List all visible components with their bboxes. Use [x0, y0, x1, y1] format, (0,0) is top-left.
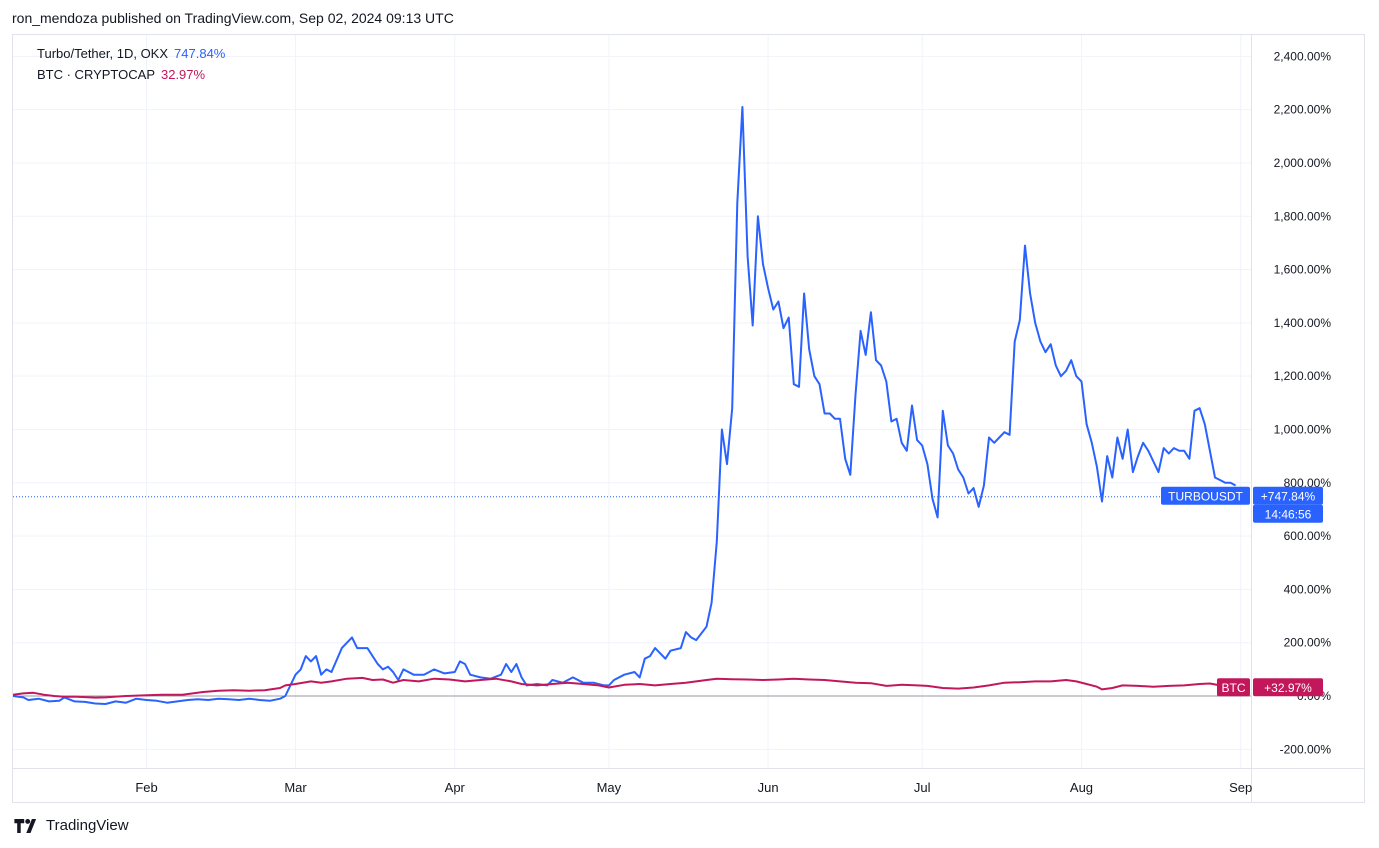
- btc-symbol-tag: BTC: [1222, 681, 1246, 695]
- x-tick-label: Aug: [1070, 780, 1093, 795]
- x-tick-label: Jun: [758, 780, 779, 795]
- legend-turbo[interactable]: Turbo/Tether, 1D, OKX 747.84%: [37, 46, 225, 61]
- legend-turbo-title: Turbo/Tether, 1D, OKX: [37, 46, 169, 61]
- turbo-countdown-tag: 14:46:56: [1265, 508, 1312, 522]
- chart-frame[interactable]: 2,400.00% 2,200.00% 2,000.00% 1,800.00% 1,60…: [12, 34, 1365, 803]
- y-tick-label: 1,400.00%: [1274, 316, 1332, 330]
- y-tick-label: 1,800.00%: [1274, 209, 1332, 223]
- btc-series-line: [13, 676, 1246, 699]
- y-tick-label: 800.00%: [1284, 476, 1332, 490]
- brand-footer[interactable]: TradingView: [14, 817, 129, 834]
- btc-value-tag-bg: [1253, 678, 1323, 697]
- x-tick-label: Apr: [445, 780, 466, 795]
- legend-btc[interactable]: BTC · CRYPTOCAP 32.97%: [37, 67, 205, 82]
- y-tick-label: 2,200.00%: [1274, 103, 1332, 117]
- turbo-value-tag-bg: [1253, 486, 1323, 505]
- y-tick-label: 1,200.00%: [1274, 369, 1332, 383]
- y-tick-label: -200.00%: [1280, 742, 1332, 756]
- turbo-countdown-tag-bg: [1253, 504, 1323, 523]
- legend-btc-title: BTC · CRYPTOCAP: [37, 67, 155, 82]
- btc-symbol-tag-bg: [1217, 678, 1250, 697]
- price-chart[interactable]: 2,400.00% 2,200.00% 2,000.00% 1,800.00% 1,60…: [13, 35, 1364, 802]
- legend-btc-value: 32.97%: [160, 67, 206, 82]
- y-tick-label: 200.00%: [1284, 636, 1332, 650]
- y-tick-label: 1,600.00%: [1274, 263, 1332, 277]
- turbo-series-line: [13, 106, 1237, 705]
- btc-value-tag: +32.97%: [1264, 681, 1312, 695]
- turbo-symbol-tag: TURBOUSDT: [1168, 490, 1243, 504]
- tradingview-logo-icon: [14, 818, 37, 833]
- legend-turbo-value: 747.84%: [174, 46, 226, 61]
- y-tick-label: 400.00%: [1284, 582, 1332, 596]
- x-tick-label: May: [597, 780, 622, 795]
- turbo-symbol-tag-bg: [1161, 486, 1250, 505]
- y-tick-label: 600.00%: [1284, 529, 1332, 543]
- y-tick-label: 1,000.00%: [1274, 422, 1332, 436]
- publish-caption: ron_mendoza published on TradingView.com…: [12, 10, 454, 26]
- y-tick-label: 2,000.00%: [1274, 156, 1332, 170]
- x-tick-label: Sep: [1229, 780, 1252, 795]
- x-tick-label: Feb: [135, 780, 157, 795]
- turbo-value-tag: +747.84%: [1261, 490, 1316, 504]
- x-tick-label: Mar: [284, 780, 307, 795]
- y-tick-label: 2,400.00%: [1274, 49, 1332, 63]
- brand-name: TradingView: [46, 817, 129, 834]
- x-tick-label: Jul: [914, 780, 931, 795]
